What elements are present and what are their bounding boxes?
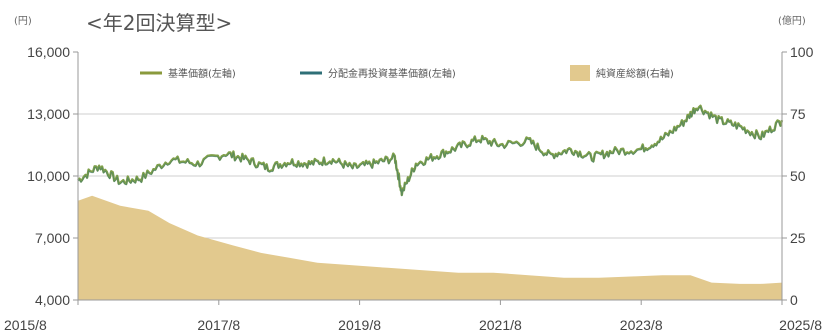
x-axis-ticks: 2015/8 2017/8 2019/8 2021/8 2023/8 2025/8 xyxy=(4,300,822,333)
chart-title: <年2回決算型> xyxy=(86,11,232,35)
gridlines xyxy=(78,113,782,239)
legend-swatch-net-assets xyxy=(570,65,590,81)
legend-label-reinvested: 分配金再投資基準価額(左軸) xyxy=(328,67,456,80)
x-tick-label: 2021/8 xyxy=(479,317,522,333)
x-tick-label: 2015/8 xyxy=(4,317,47,333)
left-axis-ticks: 16,000 13,000 10,000 7,000 4,000 xyxy=(27,44,78,308)
net-assets-area xyxy=(78,195,782,300)
right-tick-label: 75 xyxy=(790,106,806,122)
right-tick-label: 100 xyxy=(790,44,814,60)
x-tick-label: 2025/8 xyxy=(779,317,822,333)
left-tick-label: 7,000 xyxy=(35,230,70,246)
legend: 基準価額(左軸) 分配金再投資基準価額(左軸) 純資産総額(右軸) xyxy=(140,65,674,81)
left-tick-label: 4,000 xyxy=(35,292,70,308)
left-axis-unit: (円) xyxy=(14,16,32,27)
reinvested-nav-line xyxy=(77,106,781,197)
x-tick-label: 2023/8 xyxy=(620,317,663,333)
nav-price-line xyxy=(77,104,784,197)
right-tick-label: 25 xyxy=(790,230,806,246)
right-tick-label: 0 xyxy=(790,292,798,308)
left-tick-label: 13,000 xyxy=(27,106,70,122)
legend-label-nav: 基準価額(左軸) xyxy=(168,67,236,80)
right-axis-ticks: 100 75 50 25 0 xyxy=(782,44,814,308)
legend-label-net-assets: 純資産総額(右軸) xyxy=(596,67,674,80)
right-tick-label: 50 xyxy=(790,168,806,184)
right-axis-unit: (億円) xyxy=(778,14,806,27)
x-tick-label: 2019/8 xyxy=(338,317,381,333)
left-tick-label: 16,000 xyxy=(27,44,70,60)
x-tick-label: 2017/8 xyxy=(197,317,240,333)
left-tick-label: 10,000 xyxy=(27,168,70,184)
